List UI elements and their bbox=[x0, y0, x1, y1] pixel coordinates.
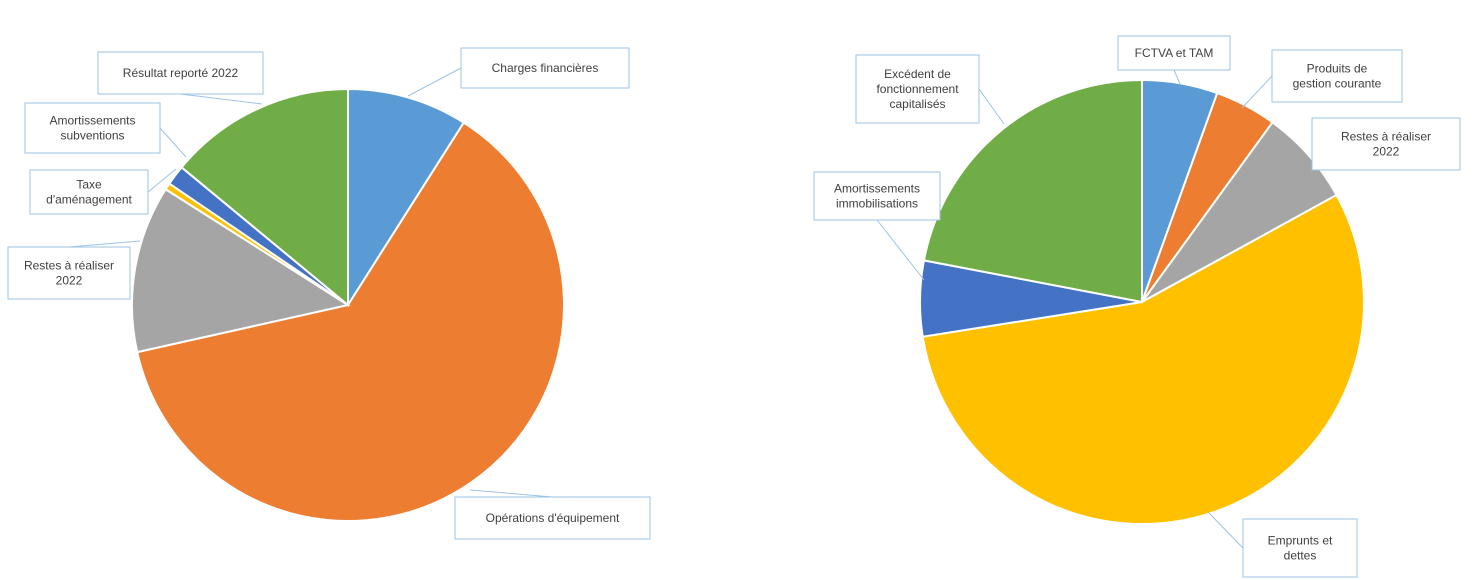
data-label-operations-d-equipement: Opérations d'équipement bbox=[486, 511, 620, 525]
slice-resultat-reporte-2022 bbox=[180, 87, 349, 308]
label-box-amortissements-immobilisations bbox=[813, 171, 941, 221]
leader-line-restes-a-realiser-2022 bbox=[68, 240, 141, 248]
data-label-fctva-et-tam: FCTVA et TAM bbox=[1135, 46, 1214, 60]
data-label-restes-a-realiser-2022: Restes à réaliser 2022 bbox=[1341, 130, 1431, 159]
slice-operations-d-equipement bbox=[136, 121, 565, 523]
slice-charges-financieres bbox=[347, 87, 466, 309]
leader-line-taxe-d-amenagement bbox=[147, 168, 177, 193]
label-box-produits-de-gestion-courante bbox=[1271, 49, 1403, 103]
label-box-operations-d-equipement bbox=[454, 496, 651, 540]
slice-emprunts-et-dettes bbox=[921, 193, 1365, 525]
leader-line-resultat-reporte-2022 bbox=[180, 93, 263, 105]
leader-line-produits-de-gestion-courante bbox=[1241, 75, 1273, 109]
label-box-restes-a-realiser-2022 bbox=[7, 246, 131, 300]
slice-restes-a-realiser-2022 bbox=[131, 187, 351, 354]
label-box-resultat-reporte-2022 bbox=[97, 51, 264, 95]
data-label-resultat-reporte-2022: Résultat reporté 2022 bbox=[123, 66, 239, 80]
data-label-amortissements-immobilisations: Amortissements immobilisations bbox=[834, 182, 920, 211]
data-label-excedent-de-fonctionnement-capitalises: Excédent de fonctionnement capitalisés bbox=[876, 67, 959, 111]
label-box-emprunts-et-dettes bbox=[1242, 518, 1358, 578]
label-box-restes-a-realiser-2022 bbox=[1311, 117, 1461, 171]
leader-line-charges-financieres bbox=[407, 67, 462, 97]
slice-excedent-de-fonctionnement-capitalises bbox=[922, 78, 1143, 304]
leader-line-fctva-et-tam bbox=[1173, 69, 1181, 85]
leader-line-operations-d-equipement bbox=[469, 489, 553, 498]
right-pie-labels: FCTVA et TAM Produits de gestion courante R… bbox=[813, 35, 1461, 578]
leader-line-emprunts-et-dettes bbox=[1207, 511, 1244, 549]
label-box-amortissements-subventions bbox=[24, 102, 161, 154]
leader-line-amortissements-subventions bbox=[159, 127, 187, 158]
leader-line-excedent-de-fonctionnement-capitalises bbox=[978, 88, 1005, 125]
label-box-fctva-et-tam bbox=[1117, 35, 1231, 71]
left-pie-slices bbox=[131, 87, 565, 523]
label-box-taxe-d-amenagement bbox=[29, 169, 149, 215]
label-box-charges-financieres bbox=[460, 47, 630, 89]
data-label-restes-a-realiser-2022: Restes à réaliser 2022 bbox=[24, 259, 114, 288]
data-label-charges-financieres: Charges financières bbox=[492, 61, 599, 75]
pie-chart-left: Charges financières Opérations d'équipeme… bbox=[7, 47, 651, 540]
data-label-taxe-d-amenagement: Taxe d'aménagement bbox=[46, 178, 132, 207]
leader-line-amortissements-immobilisations bbox=[876, 219, 925, 281]
label-box-excedent-de-fonctionnement-capitalises bbox=[855, 54, 980, 124]
pie-chart-right: FCTVA et TAM Produits de gestion courante R… bbox=[813, 35, 1461, 578]
data-label-produits-de-gestion-courante: Produits de gestion courante bbox=[1293, 62, 1382, 91]
left-pie-labels: Charges financières Opérations d'équipeme… bbox=[7, 47, 651, 540]
data-label-emprunts-et-dettes: Emprunts et dettes bbox=[1268, 534, 1333, 563]
right-pie-slices bbox=[919, 78, 1365, 525]
data-label-amortissements-subventions: Amortissements subventions bbox=[49, 114, 135, 143]
